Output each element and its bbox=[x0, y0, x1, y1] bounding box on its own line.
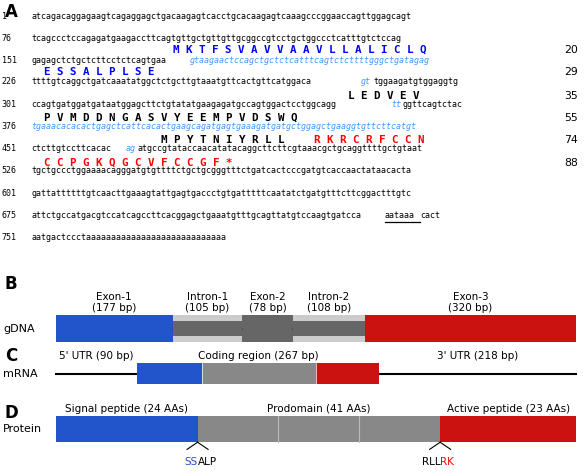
Bar bbox=[56, 315, 576, 342]
Bar bbox=[198, 416, 440, 442]
Text: ALP: ALP bbox=[198, 456, 216, 466]
Text: ctcttgtccttcacac: ctcttgtccttcacac bbox=[31, 144, 111, 153]
Text: 675: 675 bbox=[2, 211, 17, 220]
Bar bbox=[316, 364, 379, 384]
Text: ttttgtcaggctgatcaaatatggctctgcttgtaaatgttcactgttcatggaca: ttttgtcaggctgatcaaatatggctctgcttgtaaatgt… bbox=[31, 77, 311, 86]
Text: attctgccatgacgtccatcagccttcacggagctgaaatgtttgcagttatgtccaagtgatcca: attctgccatgacgtccatcagccttcacggagctgaaat… bbox=[31, 211, 361, 220]
Text: Active peptide (23 AAs): Active peptide (23 AAs) bbox=[446, 404, 570, 414]
Text: SS: SS bbox=[184, 456, 198, 466]
Text: Exon-2
(78 bp): Exon-2 (78 bp) bbox=[249, 292, 287, 313]
Text: 301: 301 bbox=[2, 100, 17, 109]
Text: 76: 76 bbox=[2, 34, 12, 43]
Text: mRNA: mRNA bbox=[3, 368, 37, 379]
Text: ggttcagtctac: ggttcagtctac bbox=[402, 100, 463, 109]
Text: Exon-3
(320 bp): Exon-3 (320 bp) bbox=[448, 292, 493, 313]
Text: aatgactccctaaaaaaaaaaaaaaaaaaaaaaaaaaaa: aatgactccctaaaaaaaaaaaaaaaaaaaaaaaaaaaa bbox=[31, 233, 226, 242]
Text: P V M D D N G A S V Y E E M P V D S W Q: P V M D D N G A S V Y E E M P V D S W Q bbox=[44, 113, 297, 123]
Text: Prodomain (41 AAs): Prodomain (41 AAs) bbox=[267, 404, 371, 414]
Text: 88: 88 bbox=[564, 158, 578, 168]
Bar bbox=[56, 416, 198, 442]
Text: Exon-1
(177 bp): Exon-1 (177 bp) bbox=[92, 292, 136, 313]
Text: gattattttttgtcaacttgaaagtattgagtgaccctgtgatttttcaatatctgatgtttcttcggactttgtc: gattattttttgtcaacttgaaagtattgagtgaccctgt… bbox=[31, 188, 411, 198]
Text: Intron-1
(105 bp): Intron-1 (105 bp) bbox=[185, 292, 229, 313]
Text: RLL: RLL bbox=[422, 456, 440, 466]
Text: ccagtgatggatgataatggagcttctgtatatgaagagatgccagtggactcctggcagg: ccagtgatggatgataatggagcttctgtatatgaagaga… bbox=[31, 100, 336, 109]
Text: 5' UTR (90 bp): 5' UTR (90 bp) bbox=[59, 351, 133, 361]
Text: 226: 226 bbox=[2, 77, 17, 86]
Text: tcagccctccagagatgaagaccttcagtgttgctgttgttgcggccgtcctgctggccctcatttgtctccag: tcagccctccagagatgaagaccttcagtgttgctgttgt… bbox=[31, 34, 401, 43]
Text: D: D bbox=[5, 405, 19, 422]
Bar bbox=[56, 315, 173, 342]
Text: Protein: Protein bbox=[3, 424, 42, 434]
Text: 526: 526 bbox=[2, 166, 17, 175]
Text: B: B bbox=[5, 276, 18, 293]
Text: tgaaacacacactgagctcattcacactgaagcagatgagtgaaagatgatgctggagctgaaggtgttcttcatgt: tgaaacacacactgagctcattcacactgaagcagatgag… bbox=[31, 122, 416, 131]
Text: tgctgccctggaaaacagggatgtgttttctgctgcgggtttctgatcactcccgatgtcaccaactataacacta: tgctgccctggaaaacagggatgtgttttctgctgcgggt… bbox=[31, 166, 411, 175]
Text: 29: 29 bbox=[564, 67, 578, 77]
Text: atcagacaggagaagtcagaggagctgacaagagtcacctgcacaagagtcaaagcccggaaccagttggagcagt: atcagacaggagaagtcagaggagctgacaagagtcacct… bbox=[31, 12, 411, 21]
Bar bbox=[365, 315, 576, 342]
Text: cact: cact bbox=[420, 211, 440, 220]
Text: atgccgtataccaacatatacaggcttcttcgtaaacgctgcaggttttgctgtaat: atgccgtataccaacatatacaggcttcttcgtaaacgct… bbox=[137, 144, 422, 153]
Text: 35: 35 bbox=[564, 91, 578, 101]
Text: 751: 751 bbox=[2, 233, 17, 242]
Text: aataaa: aataaa bbox=[385, 211, 415, 220]
Text: gagagctctgctcttcctctcagtgaa: gagagctctgctcttcctctcagtgaa bbox=[31, 56, 166, 65]
Bar bbox=[242, 315, 294, 342]
Text: 451: 451 bbox=[2, 144, 17, 153]
Text: gt: gt bbox=[361, 77, 371, 86]
Text: 376: 376 bbox=[2, 122, 17, 131]
Text: Signal peptide (24 AAs): Signal peptide (24 AAs) bbox=[65, 404, 188, 414]
Bar bbox=[294, 321, 365, 336]
Text: 151: 151 bbox=[2, 56, 17, 65]
Text: 1: 1 bbox=[2, 12, 7, 21]
Text: RK: RK bbox=[440, 456, 454, 466]
Bar bbox=[137, 364, 202, 384]
Text: 601: 601 bbox=[2, 188, 17, 198]
Text: 74: 74 bbox=[564, 135, 578, 145]
Bar bbox=[440, 416, 576, 442]
Text: tggaagatgtggaggtg: tggaagatgtggaggtg bbox=[373, 77, 458, 86]
Text: 55: 55 bbox=[564, 113, 578, 123]
Text: gtaagaactccagctgctctcatttcagtctcttttgggctgatagag: gtaagaactccagctgctctcatttcagtctcttttgggc… bbox=[190, 56, 430, 65]
Text: M P Y T N I Y R L L: M P Y T N I Y R L L bbox=[161, 135, 291, 145]
Text: gDNA: gDNA bbox=[3, 324, 35, 334]
Text: A: A bbox=[5, 3, 18, 21]
Text: L E D V E V: L E D V E V bbox=[348, 91, 419, 101]
Text: 20: 20 bbox=[564, 45, 578, 55]
Text: M K T F S V A V V A A V L L A L I C L Q: M K T F S V A V V A A V L L A L I C L Q bbox=[173, 45, 426, 55]
Text: E S S A L P L S E: E S S A L P L S E bbox=[44, 67, 154, 77]
Text: R K R C R F C C N: R K R C R F C C N bbox=[314, 135, 425, 145]
Text: C: C bbox=[5, 347, 17, 365]
Bar bbox=[202, 364, 316, 384]
Text: Coding region (267 bp): Coding region (267 bp) bbox=[198, 351, 318, 361]
Text: ag: ag bbox=[125, 144, 135, 153]
Text: 3' UTR (218 bp): 3' UTR (218 bp) bbox=[437, 351, 518, 361]
Text: C C P G K Q G C V F C C G F *: C C P G K Q G C V F C C G F * bbox=[44, 158, 232, 168]
Bar bbox=[173, 321, 242, 336]
Text: tt: tt bbox=[391, 100, 401, 109]
Text: Intron-2
(108 bp): Intron-2 (108 bp) bbox=[307, 292, 351, 313]
